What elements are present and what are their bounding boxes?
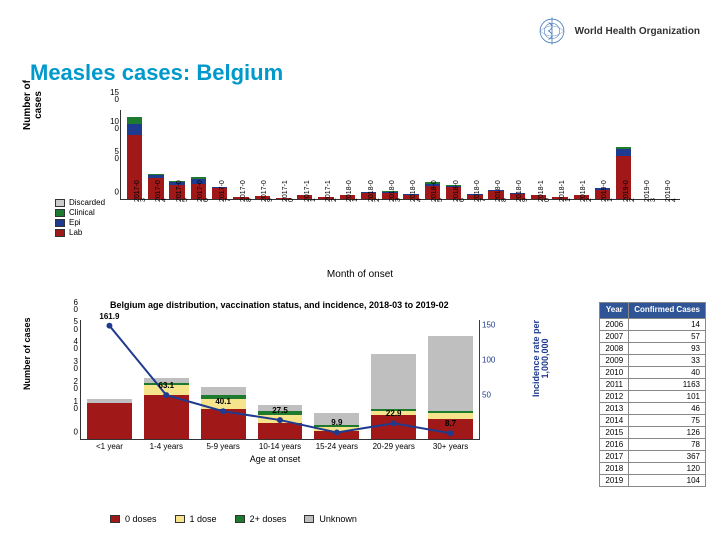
table-row: 20111163 bbox=[600, 378, 706, 390]
month-bar: 2019-0 2 bbox=[614, 110, 633, 199]
chart1-plot: 05 010 015 0 2017-0 32017-0 42017-0 5201… bbox=[120, 110, 680, 200]
month-bar: 2018-0 5 bbox=[423, 110, 442, 199]
month-bar: 2018-0 6 bbox=[444, 110, 463, 199]
chart2-legend: 0 doses1 dose2+ dosesUnknown bbox=[110, 514, 357, 524]
month-bar: 2017-0 3 bbox=[125, 110, 144, 199]
month-bar: 2018-1 2 bbox=[572, 110, 591, 199]
month-bar: 2017-1 0 bbox=[274, 110, 293, 199]
table-row: 2019104 bbox=[600, 474, 706, 486]
chart2-ylabel2: Incidence rate per 1,000,000 bbox=[532, 320, 550, 397]
month-bar: 2017-0 8 bbox=[231, 110, 250, 199]
month-bar: 2017-0 9 bbox=[253, 110, 272, 199]
month-bar: 2018-0 1 bbox=[338, 110, 357, 199]
month-bar: 2018-0 3 bbox=[380, 110, 399, 199]
monthly-cases-chart: Number of cases 05 010 015 0 2017-0 3201… bbox=[30, 100, 690, 270]
month-bar: 2017-1 2 bbox=[316, 110, 335, 199]
table-row: 200757 bbox=[600, 330, 706, 342]
month-bar: 2018-0 4 bbox=[401, 110, 420, 199]
month-bar: 2018-1 1 bbox=[550, 110, 569, 199]
table-row: 200893 bbox=[600, 342, 706, 354]
chart2-plot: <1 year1-4 years5-9 years10-14 years15-2… bbox=[80, 320, 480, 440]
table-row: 201475 bbox=[600, 414, 706, 426]
age-distribution-chart: Belgium age distribution, vaccination st… bbox=[30, 300, 520, 530]
month-bar: 2018-0 9 bbox=[508, 110, 527, 199]
confirmed-cases-table: YearConfirmed Cases 20061420075720089320… bbox=[599, 302, 706, 487]
table-row: 2012101 bbox=[600, 390, 706, 402]
chart2-ylabel: Number of cases bbox=[22, 317, 32, 390]
month-bar: 2018-0 8 bbox=[487, 110, 506, 199]
table-row: 200933 bbox=[600, 354, 706, 366]
month-bar: 2019-0 4 bbox=[657, 110, 676, 199]
table-row: 200614 bbox=[600, 318, 706, 330]
month-bar: 2019-0 1 bbox=[593, 110, 612, 199]
who-logo: World Health Organization bbox=[535, 14, 700, 48]
table-row: 2018120 bbox=[600, 462, 706, 474]
month-bar: 2017-0 5 bbox=[168, 110, 187, 199]
chart2-xtitle: Age at onset bbox=[250, 455, 301, 465]
month-bar: 2018-0 2 bbox=[359, 110, 378, 199]
who-emblem-icon bbox=[535, 14, 569, 48]
month-bar: 2017-0 7 bbox=[210, 110, 229, 199]
month-bar: 2019-0 3 bbox=[635, 110, 654, 199]
chart1-legend: DiscardedClinicalEpiLab bbox=[55, 198, 105, 238]
table-row: 2015126 bbox=[600, 426, 706, 438]
table-row: 201346 bbox=[600, 402, 706, 414]
table-row: 201040 bbox=[600, 366, 706, 378]
chart1-xtitle: Month of onset bbox=[327, 269, 393, 280]
month-bar: 2018-1 0 bbox=[529, 110, 548, 199]
month-bar: 2017-0 4 bbox=[146, 110, 165, 199]
month-bar: 2017-1 1 bbox=[295, 110, 314, 199]
page-title: Measles cases: Belgium bbox=[30, 60, 283, 86]
who-logo-text: World Health Organization bbox=[575, 26, 700, 37]
table-row: 201678 bbox=[600, 438, 706, 450]
chart1-ylabel: Number of cases bbox=[22, 70, 44, 140]
chart2-title: Belgium age distribution, vaccination st… bbox=[110, 300, 449, 310]
month-bar: 2017-0 6 bbox=[189, 110, 208, 199]
month-bar: 2018-0 7 bbox=[465, 110, 484, 199]
table-row: 2017367 bbox=[600, 450, 706, 462]
